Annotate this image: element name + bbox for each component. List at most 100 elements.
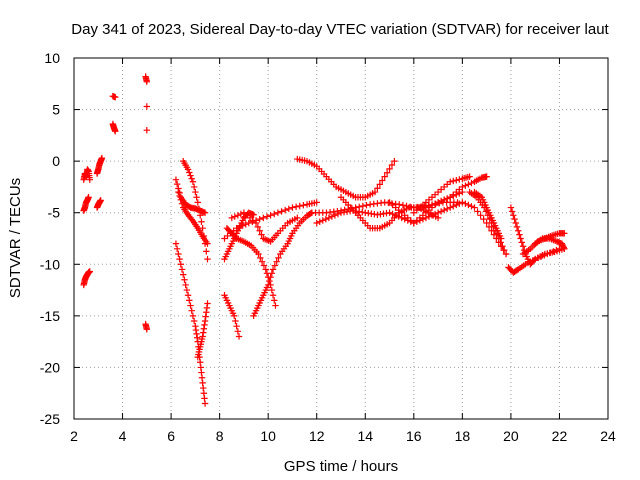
data-point — [388, 161, 396, 169]
data-point — [181, 276, 188, 283]
data-point — [236, 223, 243, 231]
data-point — [477, 212, 484, 219]
series-s9 — [143, 103, 151, 110]
data-point — [264, 281, 272, 289]
data-point — [198, 369, 205, 376]
data-point — [175, 188, 182, 196]
data-point — [112, 128, 119, 135]
data-point — [254, 223, 262, 231]
data-point — [260, 214, 267, 222]
data-point — [434, 209, 442, 216]
series-s35 — [531, 235, 568, 253]
series-s22 — [221, 199, 320, 242]
data-point — [453, 177, 460, 184]
data-point — [437, 197, 445, 205]
data-point — [371, 188, 379, 196]
data-point — [239, 222, 246, 229]
data-point — [86, 268, 93, 275]
data-point — [175, 250, 182, 258]
data-point — [203, 248, 210, 255]
data-point — [440, 206, 448, 214]
data-point — [177, 261, 184, 268]
data-point — [376, 181, 384, 188]
data-point — [250, 211, 257, 218]
data-point — [204, 240, 211, 247]
data-point — [186, 297, 193, 304]
chart-title: Day 341 of 2023, Sidereal Day-to-day VTE… — [71, 21, 609, 38]
data-point — [447, 178, 454, 185]
data-point — [273, 258, 280, 265]
y-tick-label: 10 — [44, 50, 60, 66]
data-point — [143, 127, 151, 134]
series-s32 — [507, 204, 563, 268]
data-point — [267, 273, 274, 281]
data-point — [274, 209, 282, 216]
data-point — [190, 317, 198, 325]
data-point — [194, 199, 201, 206]
data-point — [391, 157, 398, 165]
y-tick-label: 5 — [52, 102, 60, 118]
data-point — [176, 255, 183, 263]
data-point — [422, 214, 430, 222]
data-point — [183, 286, 191, 294]
data-point — [425, 203, 433, 210]
data-point — [188, 307, 195, 314]
grid — [74, 58, 608, 419]
data-point — [177, 196, 184, 204]
data-point — [514, 227, 522, 234]
data-point — [499, 243, 506, 250]
data-point — [267, 212, 274, 219]
data-point — [386, 165, 393, 173]
data-point — [272, 302, 279, 309]
data-point — [178, 200, 186, 207]
data-point — [256, 227, 263, 234]
data-point — [517, 235, 524, 242]
data-point — [507, 204, 515, 211]
data-point — [474, 208, 481, 215]
data-point — [381, 173, 388, 180]
data-point — [328, 213, 336, 220]
data-point — [450, 203, 457, 210]
data-point — [204, 300, 211, 307]
plot-frame — [73, 57, 609, 420]
data-point — [512, 219, 519, 227]
data-point — [187, 172, 194, 179]
data-point — [483, 173, 490, 180]
y-tick-label: -10 — [40, 256, 60, 272]
data-point — [453, 201, 460, 209]
data-point — [172, 176, 180, 183]
data-point — [468, 203, 475, 210]
data-point — [292, 203, 300, 210]
data-point — [199, 379, 206, 387]
data-point — [459, 183, 466, 191]
data-point — [392, 212, 399, 219]
data-point — [313, 199, 320, 206]
data-point — [516, 231, 523, 238]
series-s7 — [109, 120, 119, 135]
data-point — [249, 218, 256, 225]
x-tick-label: 20 — [503, 428, 519, 444]
series-s14 — [175, 188, 211, 247]
data-point — [443, 205, 451, 213]
data-point — [173, 180, 181, 188]
data-point — [233, 224, 240, 232]
data-point — [193, 330, 200, 338]
data-point — [462, 182, 469, 189]
data-point — [450, 177, 457, 185]
data-point — [269, 266, 277, 273]
data-point — [201, 321, 208, 329]
data-point — [443, 195, 451, 202]
series-s2 — [80, 194, 92, 214]
data-point — [172, 240, 180, 247]
x-tick-label: 8 — [216, 428, 224, 444]
data-point — [262, 266, 269, 273]
data-point — [281, 206, 289, 214]
data-point — [334, 210, 342, 218]
data-point — [143, 326, 151, 333]
data-point — [459, 199, 466, 206]
data-point — [296, 202, 303, 210]
x-tick-label: 6 — [167, 428, 175, 444]
series-s20 — [250, 209, 316, 320]
